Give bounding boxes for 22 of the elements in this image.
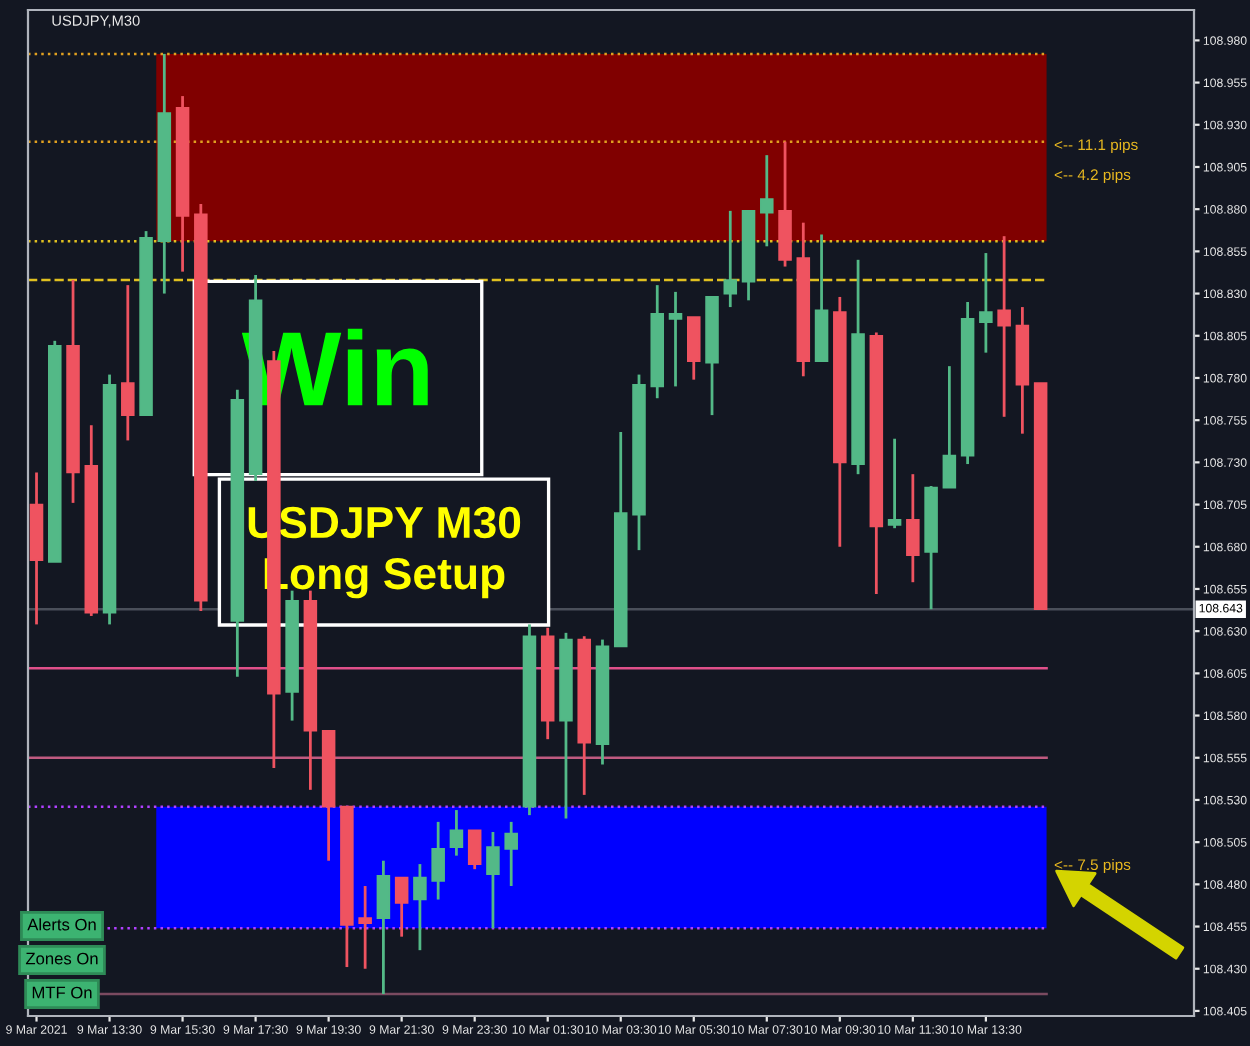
annotation: Alerts On [27, 918, 96, 931]
candlestick [413, 862, 427, 952]
candlestick [942, 364, 957, 490]
candlestick [121, 283, 135, 442]
candlestick [979, 251, 993, 355]
candlestick [723, 209, 738, 309]
candlestick [358, 884, 372, 971]
candlestick [906, 472, 920, 584]
candlestick [887, 437, 902, 530]
candlestick [668, 290, 683, 388]
candlestick [997, 234, 1011, 419]
annotation: Zones On [25, 952, 98, 965]
candlestick [686, 315, 701, 382]
candlestick [467, 828, 482, 871]
candlestick [486, 830, 500, 930]
candlestick [431, 820, 445, 901]
annotation: MTF On [32, 986, 92, 999]
candlestick [760, 153, 774, 248]
candlestick [449, 808, 464, 858]
candlestick [376, 859, 391, 996]
candlestick [504, 820, 518, 888]
candlestick [394, 876, 409, 939]
